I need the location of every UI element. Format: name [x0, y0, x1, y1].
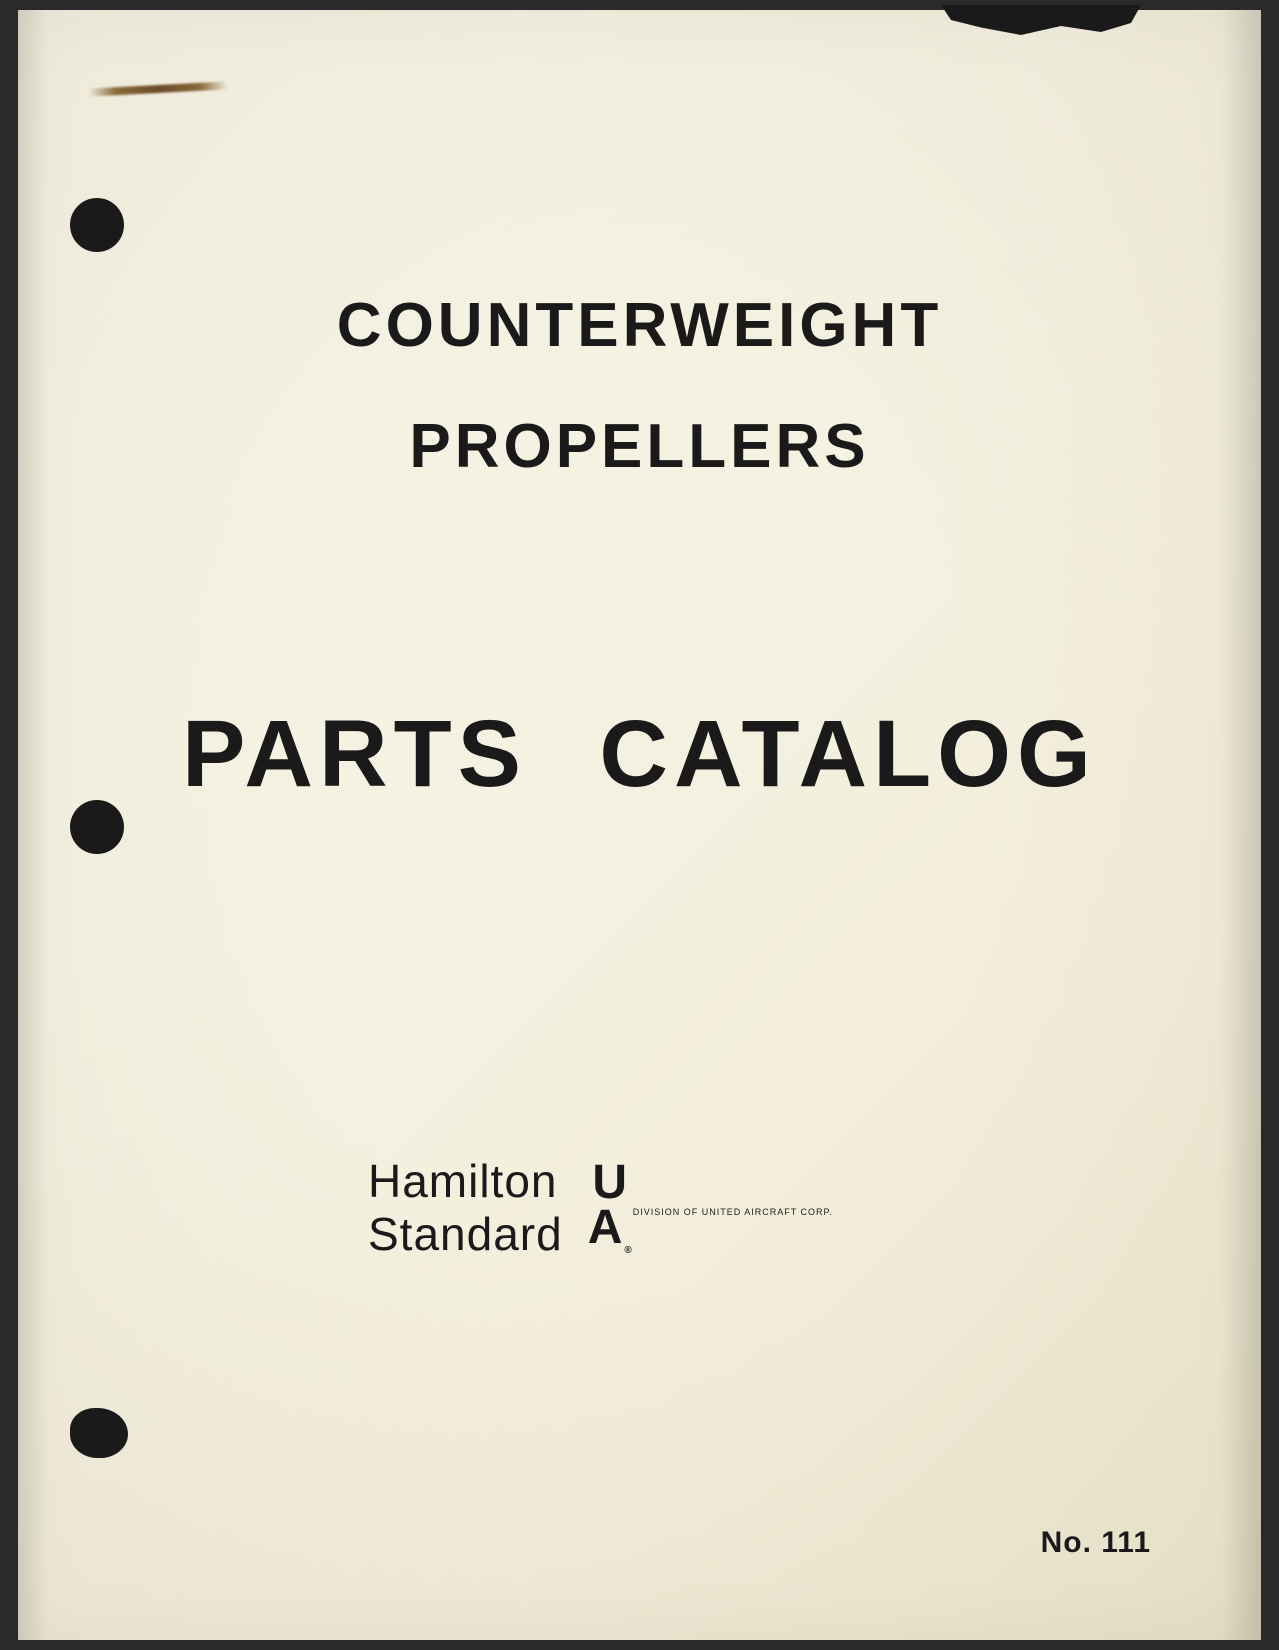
binder-hole: [70, 198, 124, 252]
paper-stain: [88, 81, 228, 96]
registered-mark: ®: [624, 1245, 631, 1256]
binder-hole: [70, 1408, 128, 1458]
edge-shadow: [1221, 10, 1261, 1640]
logo-letter-a: A®: [588, 1206, 632, 1256]
document-number: No. 111: [1041, 1526, 1151, 1560]
ua-logo: U A® DIVISION OF UNITED AIRCRAFT CORP.: [588, 1161, 632, 1256]
logo-letter-u: U: [592, 1161, 627, 1204]
company-name: Hamilton Standard: [368, 1155, 563, 1261]
title-line-1: COUNTERWEIGHT: [18, 290, 1261, 361]
company-name-line1: Hamilton: [368, 1155, 563, 1208]
title-line-2: PROPELLERS: [18, 411, 1261, 482]
document-page: COUNTERWEIGHT PROPELLERS PARTS CATALOG H…: [18, 10, 1261, 1640]
edge-shadow: [18, 10, 48, 1640]
company-name-line2: Standard: [368, 1208, 563, 1261]
title-block: COUNTERWEIGHT PROPELLERS: [18, 290, 1261, 532]
paper-damage: [941, 5, 1141, 35]
company-logo-block: Hamilton Standard U A® DIVISION OF UNITE…: [368, 1155, 632, 1261]
division-text: DIVISION OF UNITED AIRCRAFT CORP.: [633, 1207, 833, 1217]
main-title: PARTS CATALOG: [18, 700, 1261, 809]
